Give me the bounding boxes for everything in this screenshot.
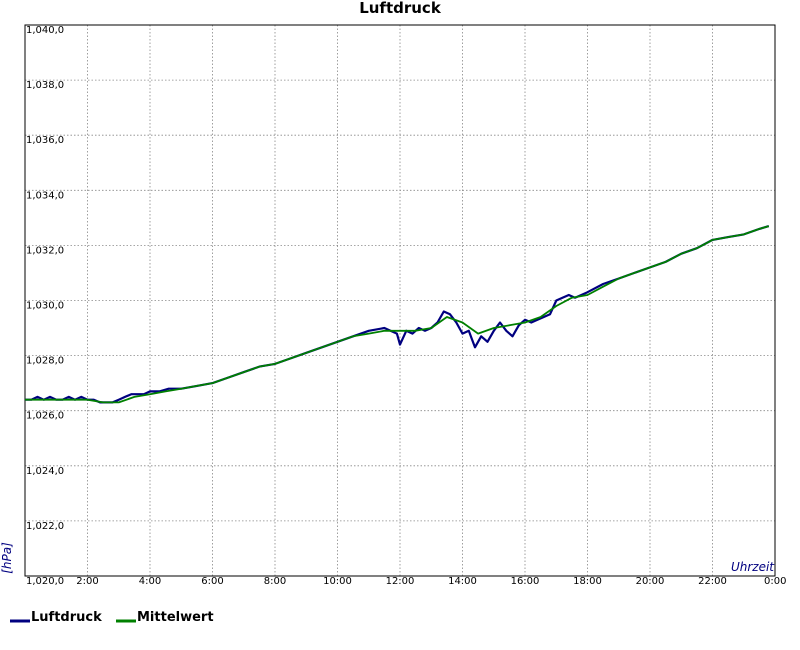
y-axis-ticks: 1,020,0 1,022,0 1,024,0 1,026,0 1,028,0 1,030… [26,25,64,587]
x-tick-label-0: 2:00 [76,576,98,587]
x-tick-label-8: 18:00 [573,576,602,587]
x-tick-label-1: 4:00 [139,576,161,587]
y-tick-label-0: 1,020,0 [26,576,64,587]
series-line-mittelwert [25,225,770,404]
x-tick-label-7: 16:00 [511,576,540,587]
y-tick-label-9: 1,038,0 [26,80,64,91]
y-tick-label-8: 1,036,0 [26,135,64,146]
legend: Luftdruck Mittelwert [10,610,214,625]
y-tick-label-1: 1,022,0 [26,521,64,532]
y-tick-label-2: 1,024,0 [26,466,64,477]
y-axis-label: [hPa] [0,542,14,574]
y-tick-label-10: 1,040,0 [26,25,64,36]
x-tick-label-3: 8:00 [264,576,286,587]
series-line-luftdruck [25,225,770,404]
y-tick-label-5: 1,030,0 [26,301,64,312]
data-series [25,225,770,404]
x-tick-label-11: 0:00 [764,576,786,587]
x-tick-label-9: 20:00 [636,576,665,587]
y-tick-label-6: 1,032,0 [26,245,64,256]
x-axis-label: Uhrzeit [731,560,775,574]
legend-label-mittelwert: Mittelwert [137,610,214,625]
y-tick-label-4: 1,028,0 [26,356,64,367]
grid-lines [24,24,776,577]
x-tick-label-5: 12:00 [386,576,415,587]
x-tick-label-6: 14:00 [448,576,477,587]
y-tick-label-3: 1,026,0 [26,411,64,422]
plot-area-frame [24,24,776,577]
x-tick-label-10: 22:00 [698,576,727,587]
x-axis-ticks: 2:00 4:00 6:00 8:00 10:00 12:00 14:00 16:00 18:0… [76,576,786,587]
x-tick-label-2: 6:00 [201,576,223,587]
y-tick-label-7: 1,034,0 [26,190,64,201]
legend-label-luftdruck: Luftdruck [31,610,102,625]
x-tick-label-4: 10:00 [323,576,352,587]
chart-title: Luftdruck [359,0,442,17]
